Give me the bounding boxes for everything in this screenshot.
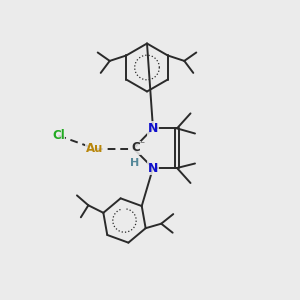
Text: ⁻: ⁻	[139, 140, 145, 151]
Text: C: C	[131, 141, 140, 154]
Text: Cl: Cl	[52, 129, 65, 142]
Text: N: N	[148, 122, 158, 135]
Text: Au: Au	[86, 142, 103, 155]
Text: H: H	[130, 158, 140, 168]
Text: N: N	[148, 161, 158, 175]
